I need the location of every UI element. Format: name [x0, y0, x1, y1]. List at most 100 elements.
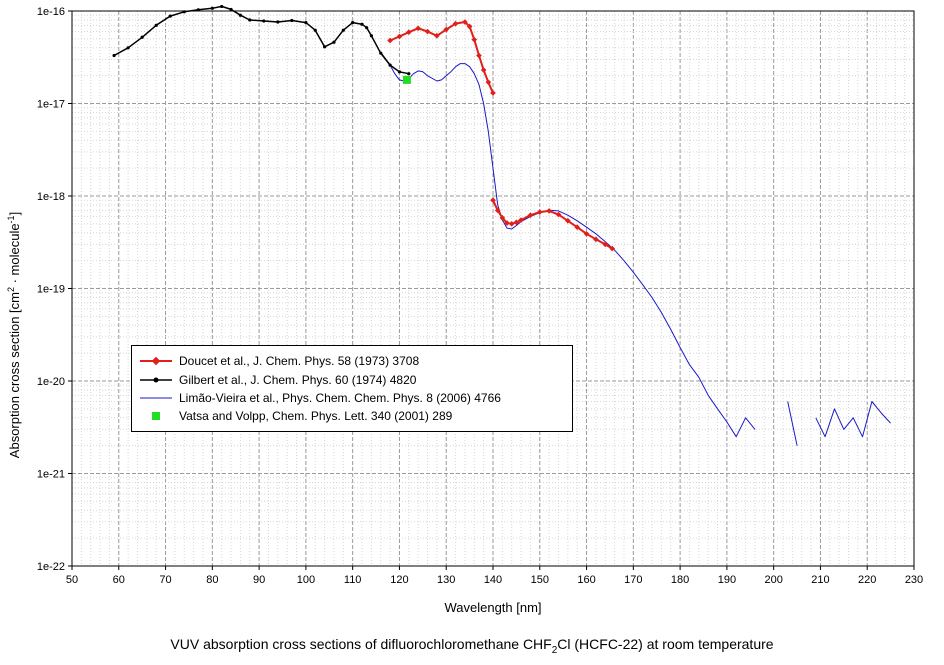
data-point [379, 51, 383, 55]
data-point [112, 53, 116, 58]
data-point [405, 29, 412, 36]
figure-caption: VUV absorption cross sections of difluor… [170, 636, 774, 656]
data-point [276, 20, 280, 24]
data-point [154, 23, 158, 27]
legend-label: Gilbert et al., J. Chem. Phys. 60 (1974)… [179, 373, 417, 387]
data-point [415, 25, 421, 32]
x-tick-label: 110 [344, 574, 362, 586]
legend-square-green-icon [152, 412, 160, 420]
data-point [462, 19, 468, 25]
data-point [290, 18, 294, 23]
y-axis-title: Absorption cross section [cm2 · molecule… [6, 212, 22, 458]
x-tick-label: 100 [297, 574, 315, 586]
data-point [210, 6, 214, 10]
data-point [313, 28, 317, 32]
data-point [508, 221, 515, 227]
data-point [248, 18, 252, 22]
y-tick-label: 1e-19 [37, 284, 65, 296]
y-tick-label: 1e-21 [37, 469, 65, 481]
data-point [609, 245, 616, 252]
legend-line-red-icon [140, 356, 172, 366]
data-point [518, 217, 524, 223]
legend-line-black-icon [140, 377, 172, 383]
data-point [490, 197, 496, 204]
x-tick-label: 180 [671, 574, 689, 586]
data-point [546, 208, 552, 214]
data-point [513, 219, 520, 226]
legend-label: Doucet et al., J. Chem. Phys. 58 (1973) … [179, 354, 420, 368]
x-tick-label: 80 [206, 574, 218, 586]
data-point [229, 7, 233, 12]
data-point [365, 26, 369, 30]
x-tick-label: 200 [764, 574, 782, 586]
data-point [304, 20, 308, 25]
y-tick-label: 1e-16 [37, 6, 65, 18]
data-point [466, 23, 473, 30]
data-point [494, 207, 501, 214]
y-tick-label: 1e-17 [37, 99, 65, 111]
legend-label: Limão-Vieira et al., Phys. Chem. Chem. P… [179, 391, 501, 405]
x-tick-label: 130 [437, 574, 455, 586]
x-tick-label: 220 [858, 574, 876, 586]
data-point [369, 34, 373, 38]
data-point [220, 4, 224, 9]
x-tick-label: 70 [159, 574, 171, 586]
data-point [323, 45, 327, 49]
series-vatsa-point [402, 75, 411, 84]
series-gilbert-line [113, 5, 409, 75]
y-tick-label: 1e-22 [37, 561, 65, 573]
data-point [583, 230, 590, 237]
data-point [387, 37, 393, 44]
legend-item-vatsa: Vatsa and Volpp, Chem. Phys. Lett. 340 (… [132, 407, 572, 425]
x-tick-label: 160 [577, 574, 595, 586]
data-point [593, 236, 599, 243]
x-tick-label: 150 [531, 574, 549, 586]
x-tick-label: 170 [624, 574, 642, 586]
x-tick-label: 210 [811, 574, 829, 586]
legend-line-blue-icon [140, 397, 172, 399]
data-point [140, 35, 144, 39]
x-tick-label: 120 [390, 574, 408, 586]
data-point [485, 79, 492, 86]
x-tick-label: 90 [253, 574, 265, 586]
data-point [351, 20, 355, 25]
data-point [490, 90, 496, 96]
x-tick-label: 190 [718, 574, 736, 586]
data-point [480, 67, 487, 73]
data-point [476, 52, 482, 59]
axis-ticks: 50 60 70 80 90 100 110 120 130 140 150 160 170 180 190… [37, 6, 923, 586]
data-point [452, 20, 459, 27]
data-point [504, 220, 510, 226]
data-point [443, 26, 450, 33]
data-point [536, 209, 543, 215]
data-point [471, 36, 478, 43]
legend-label: Vatsa and Volpp, Chem. Phys. Lett. 340 (… [179, 409, 453, 423]
legend-item-gilbert: Gilbert et al., J. Chem. Phys. 60 (1974)… [132, 371, 572, 389]
data-point [527, 212, 534, 219]
data-point [238, 13, 242, 17]
y-tick-label: 1e-20 [37, 376, 65, 388]
legend-item-doucet: Doucet et al., J. Chem. Phys. 58 (1973) … [132, 352, 572, 370]
data-point [565, 217, 571, 224]
y-tick-label: 1e-18 [37, 191, 65, 203]
data-point [602, 241, 609, 248]
data-point [397, 70, 402, 74]
data-point [341, 28, 345, 32]
data-point [499, 215, 506, 221]
data-point [555, 211, 562, 218]
x-tick-label: 50 [66, 574, 78, 586]
data-point [168, 14, 172, 18]
legend: Doucet et al., J. Chem. Phys. 58 (1973) … [131, 345, 573, 432]
data-point [407, 72, 411, 76]
data-point [424, 28, 431, 35]
legend-item-limao-vieira: Limão-Vieira et al., Phys. Chem. Chem. P… [132, 389, 572, 407]
x-tick-label: 60 [113, 574, 125, 586]
series-limao-vieira-line [380, 51, 891, 446]
data-point [360, 22, 364, 26]
data-point [388, 63, 392, 67]
series-layer [112, 4, 891, 446]
data-point [262, 19, 266, 23]
x-axis-title: Wavelength [nm] [444, 600, 541, 615]
data-point [332, 40, 336, 44]
